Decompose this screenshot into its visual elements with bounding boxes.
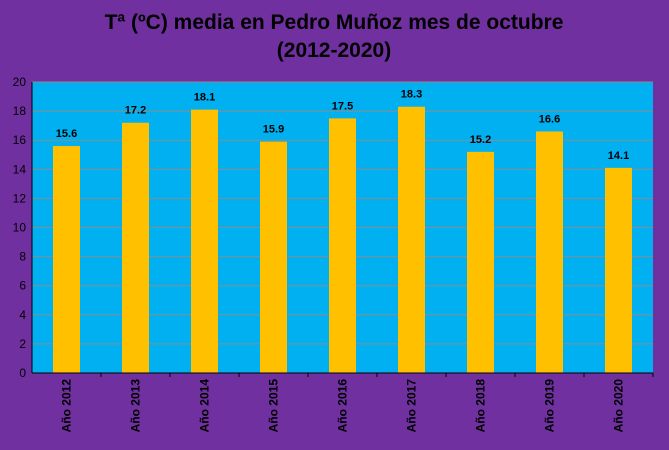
data-label: 14.1 <box>608 150 629 162</box>
y-tick-label: 14 <box>13 162 27 176</box>
bar <box>467 151 494 373</box>
y-tick-label: 20 <box>13 75 27 89</box>
bar <box>398 106 425 374</box>
data-label: 15.2 <box>470 134 491 146</box>
y-tick-label: 8 <box>19 250 26 264</box>
x-tick-label: Año 2015 <box>267 379 281 433</box>
bar <box>53 146 80 373</box>
bar <box>122 122 149 374</box>
bar <box>329 118 356 373</box>
data-label: 18.1 <box>194 92 215 104</box>
y-tick-label: 18 <box>13 104 27 118</box>
y-tick-label: 10 <box>13 221 27 235</box>
data-labels: 15.6 17.2 18.1 15.9 17.5 18.3 15.2 16.6 14.1 <box>56 89 629 162</box>
y-tick-label: 12 <box>13 191 27 205</box>
x-axis: Año 2012 Año 2013 Año 2014 Año 2015 Año 2016… <box>60 373 654 432</box>
bar <box>605 167 632 373</box>
x-tick-label: Año 2014 <box>198 379 212 433</box>
bar <box>260 141 287 373</box>
y-tick-label: 0 <box>19 366 26 380</box>
y-tick-label: 4 <box>19 308 26 322</box>
bars <box>53 106 632 374</box>
chart-title-line-2: (2012-2020) <box>277 39 391 62</box>
y-tick-label: 2 <box>19 337 26 351</box>
x-tick-label: Año 2020 <box>612 379 626 433</box>
y-tick-label: 6 <box>19 279 26 293</box>
y-tick-label: 16 <box>13 133 27 147</box>
chart-title-line-1: Tª (ºC) media en Pedro Muñoz mes de octu… <box>105 11 564 34</box>
data-label: 18.3 <box>401 89 422 101</box>
x-tick-label: Año 2018 <box>474 379 488 433</box>
x-tick-label: Año 2017 <box>405 379 419 433</box>
data-label: 15.6 <box>56 128 77 140</box>
data-label: 17.5 <box>332 100 353 112</box>
data-label: 17.2 <box>125 105 146 117</box>
x-tick-label: Año 2013 <box>129 379 143 433</box>
bar <box>536 131 563 373</box>
x-tick-label: Año 2012 <box>60 379 74 433</box>
y-axis: 0 2 4 6 8 10 12 14 16 18 20 <box>13 75 653 380</box>
data-label: 15.9 <box>263 124 284 136</box>
data-label: 16.6 <box>539 113 560 125</box>
x-tick-label: Año 2016 <box>336 379 350 433</box>
bar <box>191 109 218 374</box>
x-tick-label: Año 2019 <box>543 379 557 433</box>
